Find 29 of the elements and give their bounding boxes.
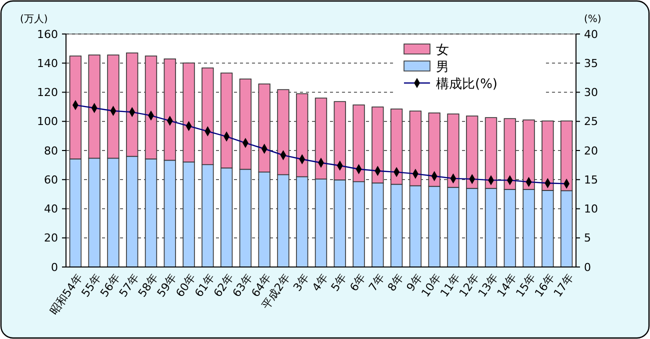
y2-tick-label: 0	[584, 260, 591, 274]
y-tick-label: 20	[44, 232, 58, 245]
y-tick-label: 40	[44, 202, 58, 216]
legend-label: 構成比(%)	[436, 77, 498, 92]
x-tick-label: 5年	[328, 271, 350, 294]
x-tick-label: 8年	[385, 271, 406, 294]
y2-tick-label: 20	[584, 144, 598, 158]
y-tick-label: 140	[37, 56, 58, 70]
y-tick-label: 80	[44, 144, 58, 158]
x-tick-label: 4年	[310, 271, 331, 294]
y-tick-label: 60	[44, 173, 58, 186]
y-tick-label: 0	[51, 260, 58, 274]
y-tick-label: 120	[37, 86, 58, 100]
x-tick-label: 7年	[366, 271, 388, 294]
y-tick-label: 160	[37, 28, 58, 41]
x-tick-label: 3年	[290, 271, 312, 294]
legend-label: 女	[436, 43, 449, 58]
x-tick-label: 6年	[347, 271, 368, 294]
y2-tick-label: 15	[584, 173, 598, 186]
y2-tick-label: 5	[584, 232, 591, 245]
y-axis-title: (万人)	[20, 14, 48, 25]
legend-label: 男	[436, 60, 449, 75]
y2-tick-label: 35	[584, 56, 598, 70]
y2-tick-label: 10	[584, 202, 598, 216]
y2-tick-label: 25	[584, 115, 598, 128]
y2-tick-label: 30	[584, 86, 598, 100]
y2-tick-label: 40	[584, 28, 598, 41]
y-tick-label: 100	[37, 115, 58, 128]
y2-axis-title: (%)	[584, 14, 602, 25]
